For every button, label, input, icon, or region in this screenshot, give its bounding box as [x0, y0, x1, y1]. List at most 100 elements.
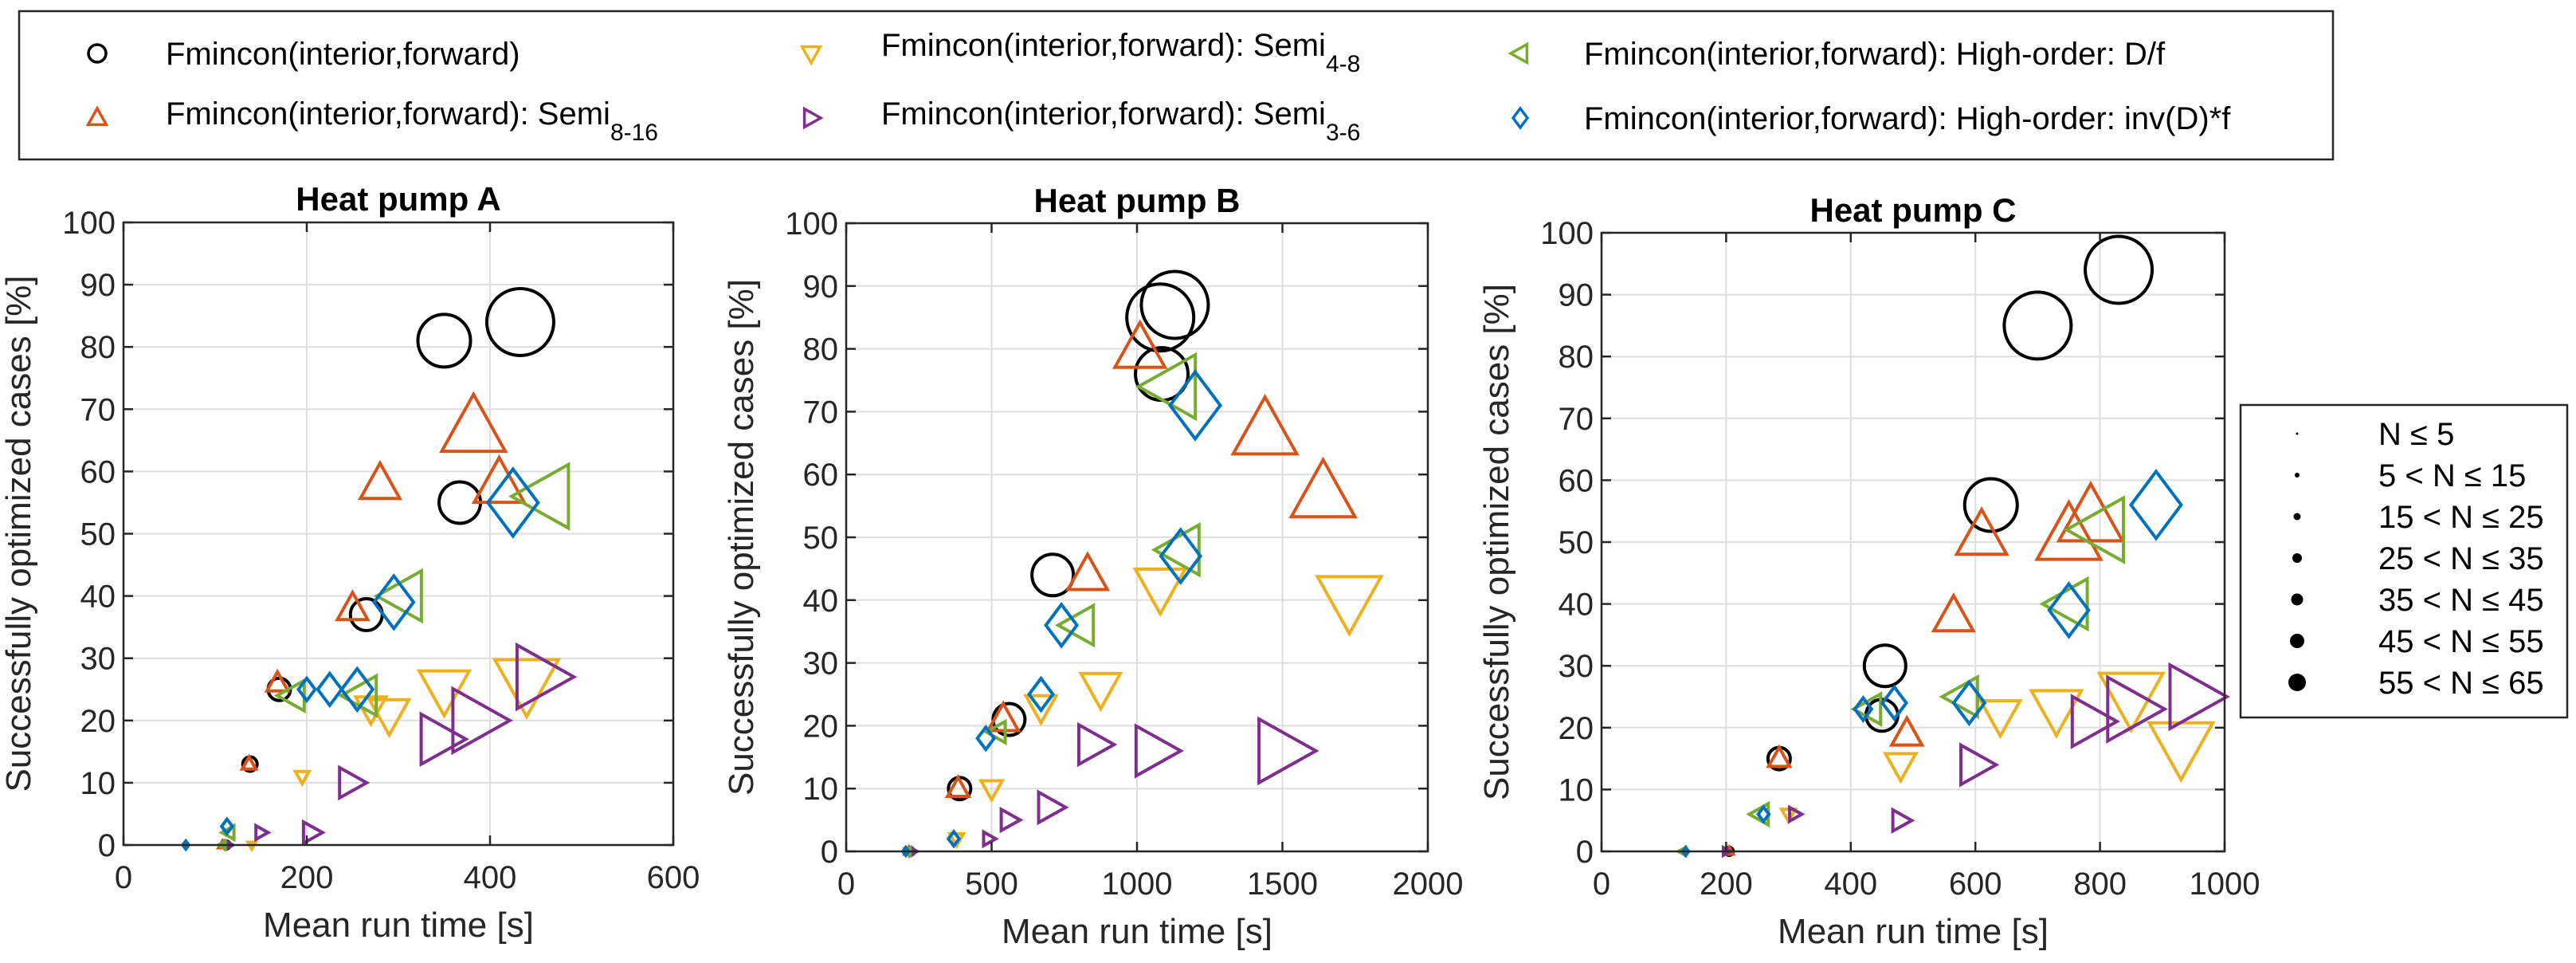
y-tick-label: 90: [80, 268, 116, 303]
diamond-glyph: [1511, 106, 1530, 130]
legend-entry-s48: Fmincon(interior,forward): Semi4-8: [799, 28, 1360, 77]
data-point-s48: [292, 769, 312, 788]
data-point-fwd: [1125, 282, 1196, 353]
y-tick-label: 20: [80, 704, 116, 739]
legend-label-fwd: Fmincon(interior,forward): [166, 37, 520, 72]
data-point-s36: [999, 806, 1024, 834]
data-point-hinv: [2047, 581, 2091, 639]
data-point-s816: [471, 454, 527, 505]
y-tick-label: 100: [62, 206, 116, 241]
size-marker-6: [2290, 634, 2304, 648]
data-markers: [900, 269, 1384, 859]
data-point-s816: [1065, 551, 1111, 592]
data-point-s816: [1288, 456, 1358, 519]
legend-label-hinv: Fmincon(interior,forward): High-order: i…: [1584, 101, 2231, 136]
data-point-hinv: [1951, 679, 1987, 727]
data-point-s36: [1077, 721, 1118, 768]
data-point-hdf: [1939, 674, 1979, 720]
ticks: 0 200 400 600 0 10 20 30 40 50 60 70 80 90 100: [62, 206, 700, 895]
data-point-s36: [1037, 789, 1069, 826]
size-label: N ≤ 5: [2378, 417, 2454, 452]
data-point-hdf: [982, 718, 1007, 746]
legend-label-hdf: Fmincon(interior,forward): High-order: D…: [1584, 37, 2166, 72]
y-tick-label: 10: [80, 766, 116, 801]
data-point-s48: [367, 698, 412, 739]
data-point-hinv: [1027, 675, 1055, 713]
data-point-s48: [1882, 752, 1919, 784]
y-tick-label: 50: [80, 517, 116, 552]
y-tick-label: 40: [1559, 588, 1594, 623]
data-point-fwd: [2084, 234, 2155, 305]
legend-label-s36: Fmincon(interior,forward): Semi3-6: [881, 96, 1360, 146]
data-point-s816: [438, 391, 508, 454]
data-point-hinv: [485, 466, 540, 539]
y-tick-label: 80: [80, 330, 116, 365]
data-point-s816: [1230, 393, 1300, 456]
y-tick-label: 20: [803, 709, 839, 744]
data-point-fwd: [2002, 290, 2073, 361]
x-axis-label: Mean run time [s]: [263, 906, 534, 945]
data-point-hdf: [218, 823, 236, 843]
x-axis-label: Mean run time [s]: [1778, 912, 2049, 951]
x-tick-label: 500: [965, 867, 1018, 902]
data-point-hinv: [180, 838, 191, 852]
data-point-s816: [1766, 744, 1793, 768]
y-tick-label: 40: [80, 580, 116, 615]
size-marker-3: [2293, 513, 2301, 521]
x-tick-label: 400: [464, 860, 517, 895]
data-point-hinv: [371, 573, 416, 631]
data-point-s36: [2070, 694, 2120, 749]
size-marker-5: [2291, 593, 2304, 606]
size-dot: [2288, 674, 2306, 691]
data-point-hdf: [508, 462, 570, 531]
data-point-s48: [2096, 671, 2166, 734]
x-tick-label: 600: [647, 860, 700, 895]
legend-entry-hdf: Fmincon(interior,forward): High-order: D…: [1508, 37, 2166, 72]
data-point-hinv: [296, 675, 317, 704]
panel-heat-pump-c: 0 200 400 600 800 1000 0 10 20 30 40 50 60 70 80 90 100 H…: [1477, 191, 2260, 951]
data-point-s36: [1257, 716, 1319, 786]
x-tick-label: 600: [1949, 867, 2002, 902]
y-tick-label: 70: [1559, 402, 1594, 437]
y-tick-label: 0: [1576, 835, 1594, 870]
size-legend-entry: 35 < N ≤ 45: [2291, 583, 2544, 618]
data-point-s816: [1112, 319, 1168, 369]
size-label: 55 < N ≤ 65: [2378, 666, 2544, 701]
series-legend: Fmincon(interior,forward) Fmincon(interi…: [18, 10, 2335, 161]
data-point-hinv: [1853, 695, 1874, 723]
data-point-s48: [1315, 575, 1384, 637]
y-tick-label: 60: [80, 454, 116, 489]
data-point-s48: [978, 779, 1006, 804]
data-point-s816: [1888, 714, 1925, 747]
data-point-hdf: [1054, 603, 1096, 648]
panel-title: Heat pump C: [1809, 191, 2016, 229]
y-tick-label: 90: [1559, 278, 1594, 313]
data-point-s816: [264, 668, 291, 693]
data-point-hinv: [2129, 469, 2183, 541]
data-point-s36: [2168, 662, 2230, 732]
data-point-s36: [419, 711, 469, 768]
size-legend-entry: 5 < N ≤ 15: [2295, 458, 2526, 493]
y-tick-label: 60: [1559, 463, 1594, 498]
data-point-s816: [357, 459, 403, 501]
size-label: 25 < N ≤ 35: [2378, 541, 2544, 576]
x-tick-label: 0: [1593, 867, 1610, 902]
data-point-hinv: [900, 844, 912, 859]
data-point-s36: [254, 823, 272, 843]
data-point-s48: [416, 669, 472, 719]
size-dot: [2290, 634, 2304, 648]
size-dot: [2296, 432, 2299, 435]
panel-title: Heat pump A: [296, 180, 500, 218]
x-tick-label: 2000: [1393, 867, 1464, 902]
data-point-s48: [1078, 671, 1123, 713]
size-marker-4: [2292, 553, 2302, 563]
legend-entry-fwd: Fmincon(interior,forward): [87, 37, 520, 72]
legend-marker-circle: [87, 43, 108, 64]
panel-heat-pump-b: 0 500 1000 1500 2000 0 10 20 30 40 50 60 70 80 90 100 He…: [722, 182, 1463, 951]
data-point-s816: [1931, 592, 1976, 633]
data-point-hinv: [1044, 601, 1080, 649]
y-tick-label: 50: [1559, 525, 1594, 560]
data-markers: [1675, 234, 2230, 859]
y-tick-label: 10: [803, 772, 839, 807]
